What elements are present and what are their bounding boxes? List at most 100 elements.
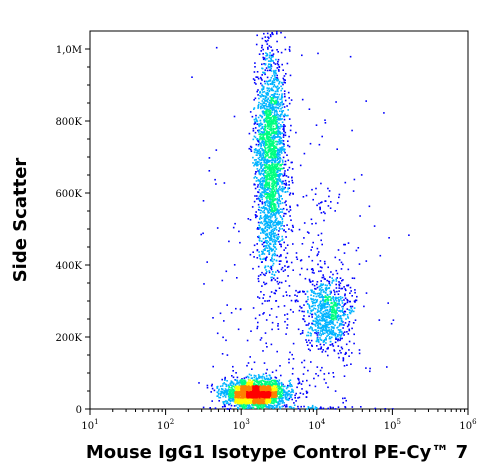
event-dot	[256, 123, 259, 125]
event-dot	[267, 195, 269, 197]
event-dot	[261, 180, 264, 183]
event-dot	[342, 358, 345, 360]
event-dot	[280, 31, 282, 34]
event-dot	[268, 56, 271, 59]
event-dot	[343, 334, 345, 336]
event-dot	[275, 150, 277, 152]
event-dot	[319, 348, 322, 350]
event-dot	[257, 280, 260, 283]
event-dot	[270, 397, 273, 400]
event-dot	[263, 170, 266, 172]
event-dot	[286, 318, 289, 320]
event-dot	[313, 307, 315, 310]
event-dot	[268, 45, 271, 47]
event-dot	[261, 228, 264, 231]
event-dot	[347, 242, 350, 244]
event-dot	[302, 373, 305, 375]
event-dot	[248, 379, 250, 381]
event-dot	[310, 407, 312, 409]
event-dot	[259, 147, 262, 150]
event-dot	[280, 216, 282, 218]
event-dot	[286, 391, 288, 394]
event-dot	[208, 170, 211, 172]
event-dot	[262, 56, 264, 59]
event-dot	[279, 173, 281, 175]
event-dot	[286, 62, 289, 65]
event-dot	[265, 177, 267, 179]
event-dot	[319, 260, 322, 262]
event-dot	[310, 313, 313, 316]
event-dot	[271, 193, 273, 195]
event-dot	[272, 122, 275, 125]
event-dot	[281, 222, 283, 224]
event-dot	[269, 169, 271, 172]
event-dot	[280, 118, 282, 121]
event-dot	[261, 375, 264, 378]
event-dot	[346, 364, 348, 366]
event-dot	[346, 308, 349, 310]
event-dot	[331, 318, 334, 320]
event-dot	[326, 315, 329, 317]
event-dot	[276, 74, 278, 77]
event-dot	[271, 158, 274, 161]
event-dot	[264, 245, 266, 247]
event-dot	[323, 307, 325, 309]
event-dot	[269, 52, 271, 54]
event-dot	[295, 400, 297, 402]
event-dot	[332, 297, 335, 299]
event-dot	[281, 118, 283, 120]
event-dot	[274, 236, 276, 239]
event-dot	[248, 405, 251, 407]
event-dot	[290, 99, 293, 101]
event-dot	[310, 309, 312, 312]
event-dot	[247, 398, 250, 400]
event-dot	[275, 143, 278, 146]
event-dot	[255, 159, 257, 161]
event-dot	[281, 390, 283, 392]
event-dot	[223, 320, 225, 322]
event-dot	[344, 293, 346, 295]
event-dot	[257, 105, 259, 107]
event-dot	[267, 189, 269, 191]
event-dot	[276, 159, 278, 162]
event-dot	[311, 246, 313, 248]
event-dot	[244, 382, 247, 384]
event-dot	[277, 328, 280, 330]
event-dot	[284, 99, 287, 102]
event-dot	[229, 392, 232, 394]
event-dot	[282, 134, 285, 136]
event-dot	[281, 167, 283, 170]
event-dot	[257, 152, 260, 155]
event-dot	[312, 292, 315, 294]
event-dot	[266, 120, 269, 123]
event-dot	[314, 193, 317, 195]
event-dot	[278, 158, 280, 160]
event-dot	[282, 77, 285, 80]
event-dot	[329, 296, 332, 298]
event-dot	[250, 330, 252, 332]
event-dot	[271, 228, 274, 231]
event-dot	[271, 258, 273, 260]
event-dot	[285, 398, 287, 401]
event-dot	[337, 299, 340, 301]
event-dot	[288, 180, 290, 183]
event-dot	[230, 390, 232, 392]
event-dot	[266, 197, 268, 200]
event-dot	[279, 164, 281, 167]
event-dot	[282, 295, 285, 297]
event-dot	[260, 196, 262, 198]
event-dot	[280, 195, 282, 198]
event-dot	[276, 280, 279, 283]
event-dot	[273, 382, 276, 385]
event-dot	[256, 198, 258, 200]
event-dot	[269, 69, 272, 72]
event-dot	[316, 334, 319, 336]
event-dot	[264, 36, 267, 38]
event-dot	[300, 307, 303, 309]
event-dot	[270, 98, 273, 100]
event-dot	[275, 126, 278, 128]
event-dot	[317, 348, 320, 350]
event-dot	[253, 159, 256, 161]
event-dot	[292, 391, 295, 393]
event-dot	[258, 180, 261, 182]
